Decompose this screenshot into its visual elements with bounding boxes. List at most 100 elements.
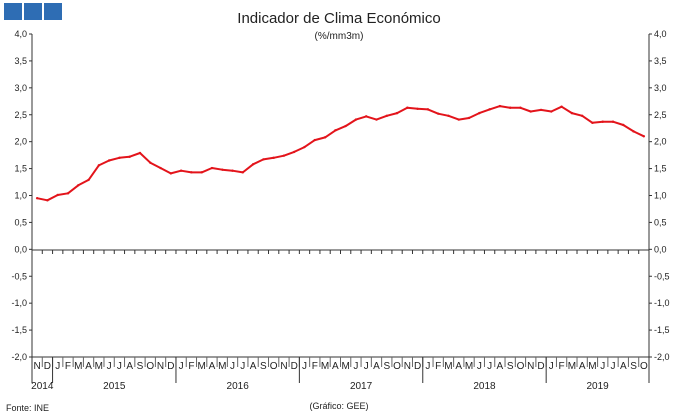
data-point [601,120,604,123]
month-label: M [321,361,329,372]
y-tick-label-left: 2,0 [14,137,27,147]
logo-tiles [4,3,62,20]
y-tick-label-left: -2,0 [11,352,27,362]
month-label: J [230,361,235,372]
data-point [385,114,388,118]
data-point [221,168,224,171]
data-point [56,193,59,197]
month-label: F [312,361,318,372]
month-label: J [425,361,430,372]
y-tick-label-left: 0,5 [14,217,27,227]
data-point [375,118,378,121]
data-point [97,164,101,167]
data-point [354,118,358,121]
month-label: J [549,361,554,372]
data-point [344,124,347,128]
y-tick-label-right: -2,0 [654,352,670,362]
year-label: 2016 [227,381,250,392]
data-point [251,163,255,166]
month-label: F [435,361,441,372]
y-tick-label-right: 3,0 [654,83,667,93]
data-point [190,171,193,174]
data-point [467,116,471,120]
month-label: M [465,361,473,372]
data-point [262,158,265,161]
axes [29,33,652,383]
month-label: A [373,361,380,372]
data-point [560,105,563,108]
data-point [169,172,173,175]
data-point [334,129,337,132]
month-label: M [341,361,349,372]
month-label: J [55,361,60,372]
data-point [529,110,532,113]
y-tick-label-left: 1,0 [14,191,27,201]
year-label: 2015 [103,381,126,392]
logo-tile [24,3,42,20]
month-label: A [250,361,257,372]
month-label: M [198,361,206,372]
month-label: M [444,361,452,372]
y-tick-label-right: 2,5 [654,110,667,120]
month-label: A [209,361,216,372]
month-label: A [455,361,462,372]
y-tick-label-right: 2,0 [654,137,667,147]
year-label: 2014 [31,381,54,392]
chart-title: Indicador de Clima Económico [237,10,440,27]
data-point [365,115,368,118]
month-label: N [404,361,411,372]
month-label: M [588,361,596,372]
y-tick-label-left: 3,0 [14,83,27,93]
data-point [539,108,543,112]
y-tick-label-right: 1,5 [654,164,667,174]
y-tick-label-left: -0,5 [11,271,27,281]
source-note: Fonte: INE [6,403,49,413]
data-point [149,161,152,164]
data-point [591,121,594,125]
logo-tile [4,3,22,20]
data-point [128,155,131,158]
month-label: F [559,361,565,372]
chart-subtitle: (%/mm3m) [315,31,364,42]
y-tick-label-right: -1,5 [654,325,670,335]
year-label: 2019 [586,381,609,392]
month-label: O [146,361,154,372]
y-tick-label-right: 0,5 [654,217,667,227]
month-label: J [611,361,616,372]
y-tick-label-left: 4,0 [14,29,27,39]
month-label: N [280,361,287,372]
month-label: M [568,361,576,372]
data-point [210,166,214,170]
data-point [406,106,409,109]
month-label: J [179,361,184,372]
month-label: N [34,361,41,372]
month-label: M [218,361,226,372]
month-label: J [477,361,482,372]
credit-note: (Gráfico: GEE) [309,401,368,411]
data-point [457,118,460,121]
y-axis-right-labels: 4,0 3,5 3,0 2,5 2,0 1,5 1,0 0,5 0,0 -0,5 -1,0 -1,5 -… [654,29,670,362]
data-point [179,169,183,172]
data-point [87,178,90,182]
y-tick-label-left: 1,5 [14,164,27,174]
data-point [231,169,234,172]
month-label: J [600,361,605,372]
y-tick-label-left: 0,0 [14,244,27,254]
data-point [580,114,584,118]
month-label: D [167,361,174,372]
series-lines [35,104,646,202]
data-point [570,111,574,115]
month-label: A [126,361,133,372]
data-point [478,111,481,115]
data-point [138,151,142,155]
data-point [550,110,553,113]
y-tick-label-right: -1,0 [654,298,670,308]
y-tick-label-right: 3,5 [654,56,667,66]
data-point [35,196,39,200]
month-label: S [260,361,267,372]
data-point [241,171,245,174]
month-label: O [640,361,648,372]
data-point [395,111,399,115]
data-point [611,120,615,123]
